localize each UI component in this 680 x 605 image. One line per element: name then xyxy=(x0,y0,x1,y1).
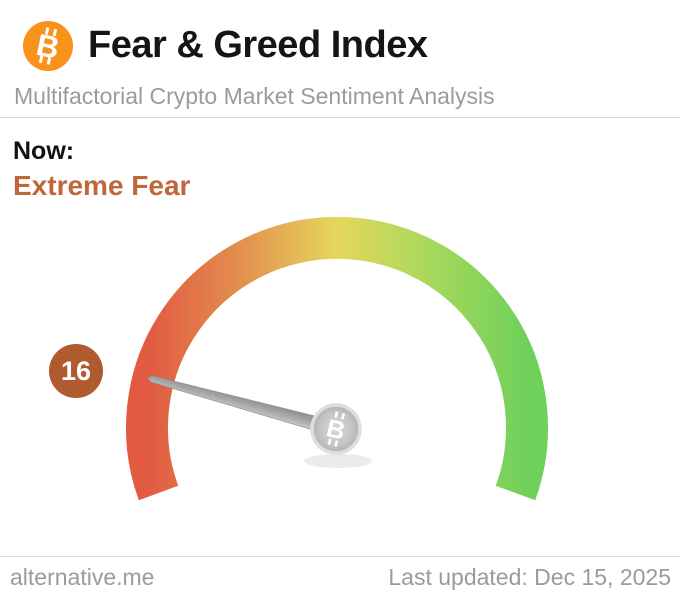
needle-hub: B xyxy=(310,403,362,455)
footer-divider xyxy=(0,556,680,557)
last-updated-text: Last updated: Dec 15, 2025 xyxy=(388,564,671,590)
gauge-needle xyxy=(147,375,339,437)
needle-shadow xyxy=(304,454,372,468)
svg-text:B: B xyxy=(324,414,348,446)
sentiment-text: Extreme Fear xyxy=(13,170,191,201)
source-link[interactable]: alternative.me xyxy=(10,564,155,590)
gauge-arc xyxy=(126,216,548,501)
gauge-value: 16 xyxy=(60,355,92,386)
bitcoin-logo-icon: B xyxy=(23,21,73,71)
bitcoin-hub-icon: B xyxy=(324,411,348,447)
page-subtitle: Multifactorial Crypto Market Sentiment A… xyxy=(14,83,495,109)
header-divider xyxy=(0,117,680,118)
page-title: Fear & Greed Index xyxy=(88,24,428,66)
now-label: Now: xyxy=(13,137,75,165)
value-badge: 16 xyxy=(49,344,103,398)
